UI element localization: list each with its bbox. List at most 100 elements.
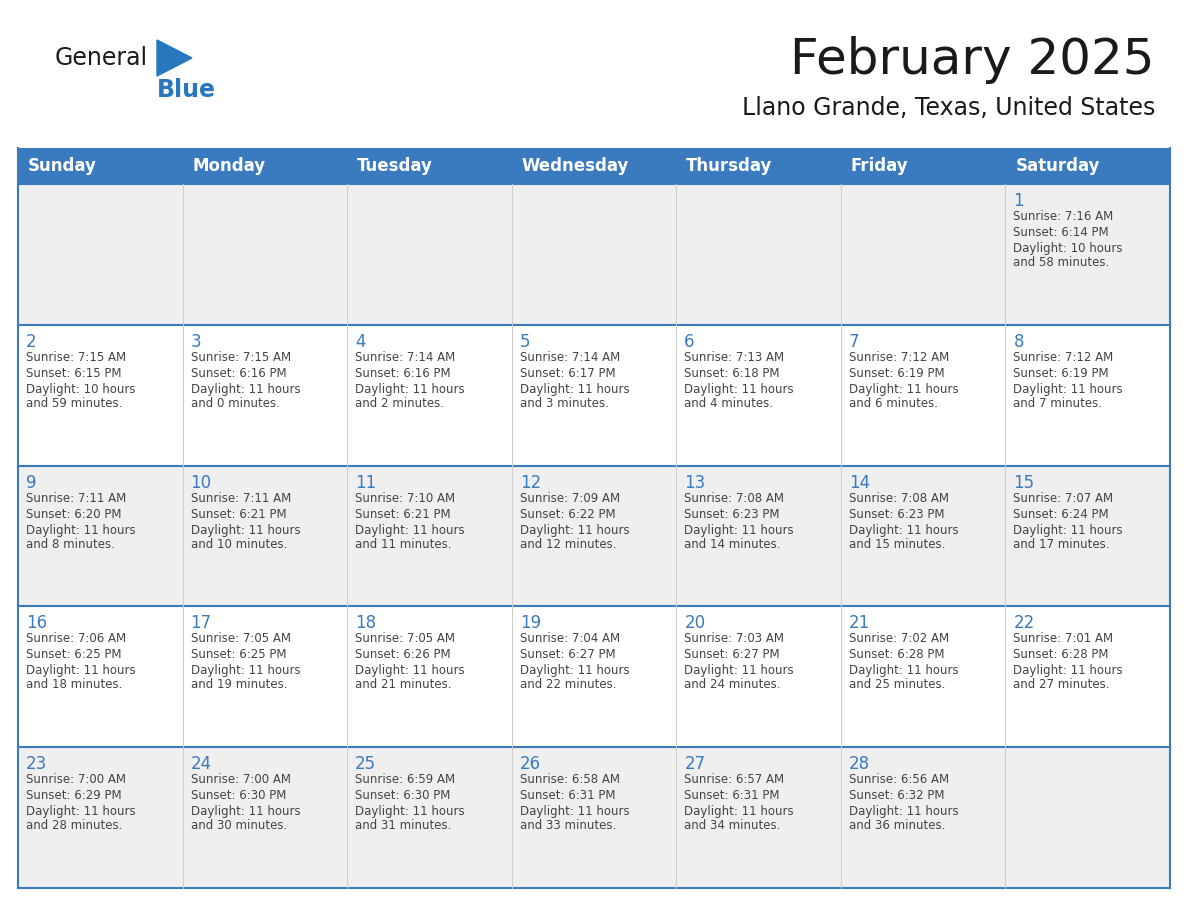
Text: Daylight: 11 hours: Daylight: 11 hours <box>519 383 630 396</box>
Text: and 2 minutes.: and 2 minutes. <box>355 397 444 409</box>
Text: 23: 23 <box>26 756 48 773</box>
Text: Sunset: 6:31 PM: Sunset: 6:31 PM <box>519 789 615 802</box>
Text: 19: 19 <box>519 614 541 633</box>
Text: Sunrise: 7:11 AM: Sunrise: 7:11 AM <box>26 492 126 505</box>
Text: 21: 21 <box>849 614 870 633</box>
Text: Sunset: 6:26 PM: Sunset: 6:26 PM <box>355 648 450 661</box>
Text: 3: 3 <box>190 333 201 351</box>
Text: Daylight: 11 hours: Daylight: 11 hours <box>684 383 794 396</box>
Polygon shape <box>157 40 192 76</box>
Text: Sunset: 6:23 PM: Sunset: 6:23 PM <box>849 508 944 521</box>
Text: Daylight: 11 hours: Daylight: 11 hours <box>1013 523 1123 537</box>
Text: and 31 minutes.: and 31 minutes. <box>355 819 451 833</box>
Text: and 25 minutes.: and 25 minutes. <box>849 678 946 691</box>
Text: Sunrise: 7:04 AM: Sunrise: 7:04 AM <box>519 633 620 645</box>
Text: Sunset: 6:31 PM: Sunset: 6:31 PM <box>684 789 779 802</box>
Text: and 30 minutes.: and 30 minutes. <box>190 819 286 833</box>
Text: 4: 4 <box>355 333 366 351</box>
Text: and 7 minutes.: and 7 minutes. <box>1013 397 1102 409</box>
Text: Sunrise: 7:01 AM: Sunrise: 7:01 AM <box>1013 633 1113 645</box>
Text: Sunrise: 7:09 AM: Sunrise: 7:09 AM <box>519 492 620 505</box>
Text: Friday: Friday <box>851 157 909 175</box>
Text: Sunset: 6:25 PM: Sunset: 6:25 PM <box>190 648 286 661</box>
Text: Sunrise: 7:14 AM: Sunrise: 7:14 AM <box>355 351 455 364</box>
Text: and 22 minutes.: and 22 minutes. <box>519 678 617 691</box>
Text: Daylight: 11 hours: Daylight: 11 hours <box>1013 665 1123 677</box>
Text: Daylight: 11 hours: Daylight: 11 hours <box>26 523 135 537</box>
Text: 7: 7 <box>849 333 859 351</box>
Text: Daylight: 11 hours: Daylight: 11 hours <box>849 523 959 537</box>
Text: 16: 16 <box>26 614 48 633</box>
Text: Sunset: 6:23 PM: Sunset: 6:23 PM <box>684 508 779 521</box>
Text: 25: 25 <box>355 756 377 773</box>
Text: 12: 12 <box>519 474 541 492</box>
Text: 2: 2 <box>26 333 37 351</box>
Text: Daylight: 11 hours: Daylight: 11 hours <box>849 805 959 818</box>
Text: and 36 minutes.: and 36 minutes. <box>849 819 946 833</box>
Text: Sunset: 6:30 PM: Sunset: 6:30 PM <box>190 789 286 802</box>
Text: Llano Grande, Texas, United States: Llano Grande, Texas, United States <box>741 96 1155 120</box>
Text: 5: 5 <box>519 333 530 351</box>
Text: Daylight: 11 hours: Daylight: 11 hours <box>190 665 301 677</box>
Text: Sunrise: 7:16 AM: Sunrise: 7:16 AM <box>1013 210 1113 223</box>
Text: and 8 minutes.: and 8 minutes. <box>26 538 115 551</box>
Text: February 2025: February 2025 <box>790 36 1155 84</box>
Text: Daylight: 11 hours: Daylight: 11 hours <box>1013 383 1123 396</box>
Bar <box>18 184 1170 325</box>
Text: Sunrise: 7:08 AM: Sunrise: 7:08 AM <box>849 492 949 505</box>
Text: and 59 minutes.: and 59 minutes. <box>26 397 122 409</box>
Text: Blue: Blue <box>157 78 216 102</box>
Text: 10: 10 <box>190 474 211 492</box>
Bar <box>18 465 1170 607</box>
Text: Daylight: 11 hours: Daylight: 11 hours <box>190 523 301 537</box>
Text: Sunset: 6:28 PM: Sunset: 6:28 PM <box>849 648 944 661</box>
Text: 28: 28 <box>849 756 870 773</box>
Text: Daylight: 11 hours: Daylight: 11 hours <box>519 665 630 677</box>
Text: Sunset: 6:20 PM: Sunset: 6:20 PM <box>26 508 121 521</box>
Text: and 0 minutes.: and 0 minutes. <box>190 397 279 409</box>
Bar <box>18 325 1170 465</box>
Bar <box>18 148 1170 184</box>
Text: Daylight: 11 hours: Daylight: 11 hours <box>684 805 794 818</box>
Text: Sunrise: 7:15 AM: Sunrise: 7:15 AM <box>26 351 126 364</box>
Text: Daylight: 11 hours: Daylight: 11 hours <box>849 383 959 396</box>
Text: Sunset: 6:30 PM: Sunset: 6:30 PM <box>355 789 450 802</box>
Text: Sunset: 6:21 PM: Sunset: 6:21 PM <box>190 508 286 521</box>
Text: Saturday: Saturday <box>1016 157 1100 175</box>
Text: Sunrise: 7:11 AM: Sunrise: 7:11 AM <box>190 492 291 505</box>
Text: Sunset: 6:15 PM: Sunset: 6:15 PM <box>26 367 121 380</box>
Text: Sunset: 6:29 PM: Sunset: 6:29 PM <box>26 789 121 802</box>
Text: Tuesday: Tuesday <box>358 157 432 175</box>
Text: 6: 6 <box>684 333 695 351</box>
Text: Daylight: 11 hours: Daylight: 11 hours <box>190 805 301 818</box>
Text: 22: 22 <box>1013 614 1035 633</box>
Text: Sunset: 6:19 PM: Sunset: 6:19 PM <box>849 367 944 380</box>
Text: Daylight: 11 hours: Daylight: 11 hours <box>355 383 465 396</box>
Text: Sunrise: 6:59 AM: Sunrise: 6:59 AM <box>355 773 455 786</box>
Text: Sunrise: 7:03 AM: Sunrise: 7:03 AM <box>684 633 784 645</box>
Text: 11: 11 <box>355 474 377 492</box>
Text: Daylight: 11 hours: Daylight: 11 hours <box>849 665 959 677</box>
Text: 13: 13 <box>684 474 706 492</box>
Text: and 34 minutes.: and 34 minutes. <box>684 819 781 833</box>
Text: Daylight: 11 hours: Daylight: 11 hours <box>355 805 465 818</box>
Text: 17: 17 <box>190 614 211 633</box>
Text: Daylight: 11 hours: Daylight: 11 hours <box>355 523 465 537</box>
Text: Monday: Monday <box>192 157 266 175</box>
Text: Daylight: 10 hours: Daylight: 10 hours <box>26 383 135 396</box>
Text: 15: 15 <box>1013 474 1035 492</box>
Text: and 18 minutes.: and 18 minutes. <box>26 678 122 691</box>
Text: and 24 minutes.: and 24 minutes. <box>684 678 781 691</box>
Text: 24: 24 <box>190 756 211 773</box>
Text: Sunset: 6:28 PM: Sunset: 6:28 PM <box>1013 648 1108 661</box>
Text: Daylight: 11 hours: Daylight: 11 hours <box>519 523 630 537</box>
Text: Sunset: 6:24 PM: Sunset: 6:24 PM <box>1013 508 1110 521</box>
Text: 26: 26 <box>519 756 541 773</box>
Text: Daylight: 11 hours: Daylight: 11 hours <box>26 665 135 677</box>
Text: Sunset: 6:18 PM: Sunset: 6:18 PM <box>684 367 779 380</box>
Text: 20: 20 <box>684 614 706 633</box>
Text: Sunset: 6:25 PM: Sunset: 6:25 PM <box>26 648 121 661</box>
Text: Sunrise: 7:05 AM: Sunrise: 7:05 AM <box>190 633 291 645</box>
Text: Sunset: 6:17 PM: Sunset: 6:17 PM <box>519 367 615 380</box>
Text: Sunset: 6:21 PM: Sunset: 6:21 PM <box>355 508 450 521</box>
